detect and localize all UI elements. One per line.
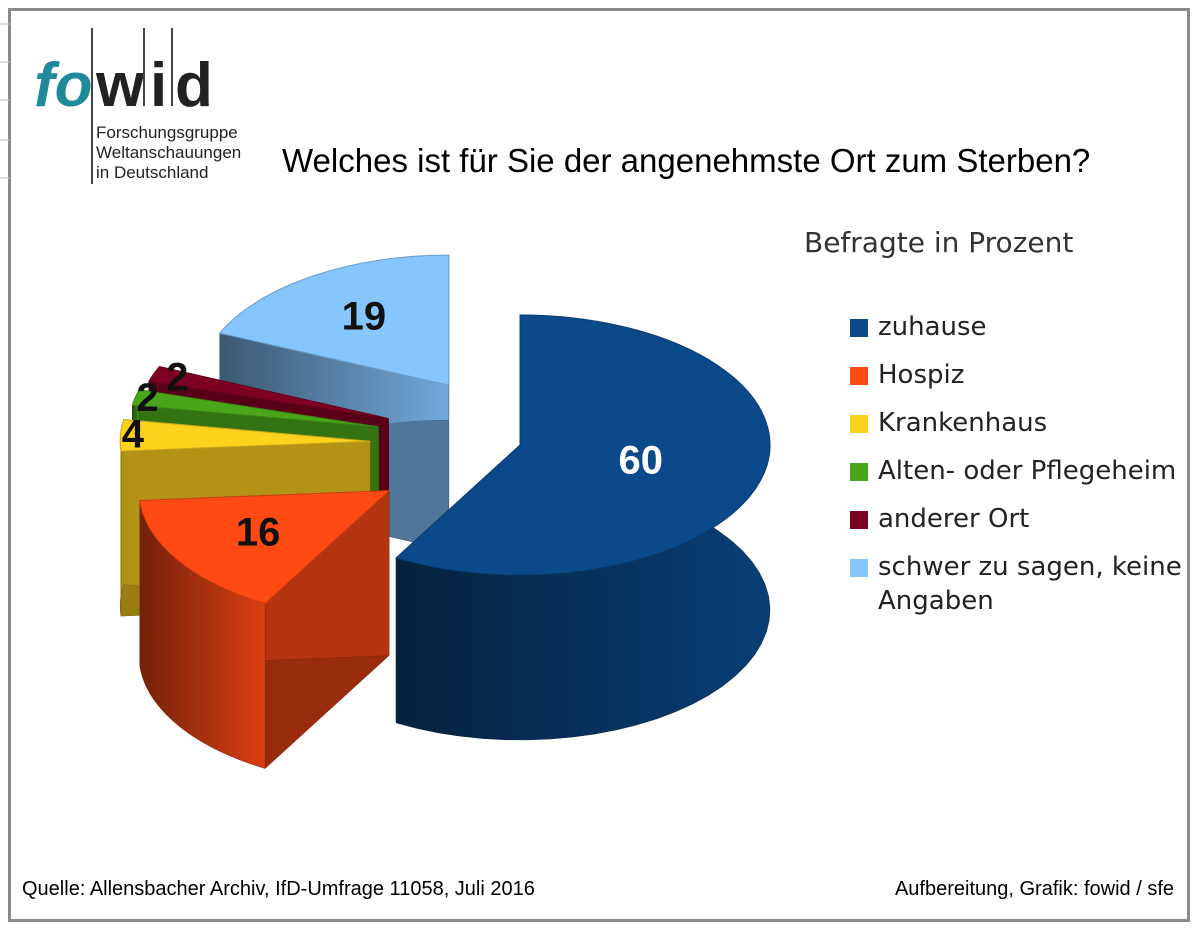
source-note: Quelle: Allensbacher Archiv, IfD-Umfrage… [22, 878, 535, 900]
legend-swatch-anderer [850, 511, 868, 529]
legend-label: zuhause [878, 312, 987, 342]
legend-item-anderer: anderer Ort [850, 502, 1190, 536]
legend-swatch-hospiz [850, 367, 868, 385]
logo-w: w [95, 51, 145, 120]
chart-subtitle: Befragte in Prozent [804, 226, 1074, 259]
logo-d: d [175, 51, 213, 120]
pie-slice-0 [395, 314, 771, 741]
chart-title: Welches ist für Sie der angenehmste Ort … [282, 142, 1091, 179]
legend-item-alten: Alten- oder Pflegeheim [850, 454, 1190, 488]
pie-slice-1 [139, 490, 391, 770]
pie-value-label-0: 60 [619, 439, 664, 483]
pie-value-label-4: 2 [166, 355, 188, 399]
logo-fo: fo [34, 51, 93, 120]
legend-label: anderer Ort [878, 504, 1030, 534]
pie-value-label-2: 4 [122, 413, 145, 457]
logo-line1: Forschungsgruppe [96, 123, 238, 142]
credit-note: Aufbereitung, Grafik: fowid / sfe [894, 878, 1174, 900]
pie-chart: 60 16 42 2 19 [119, 254, 771, 770]
legend-item-schwer: schwer zu sagen, keine Angaben [850, 550, 1190, 618]
legend-label: Hospiz [878, 360, 965, 390]
fowid-logo: fo w i d Forschungsgruppe Weltanschauung… [34, 28, 241, 184]
pie-value-label-3: 2 [136, 376, 158, 420]
legend-swatch-zuhause [850, 319, 868, 337]
logo-line3: in Deutschland [96, 163, 208, 182]
legend-swatch-krankenhaus [850, 415, 868, 433]
pie-value-label-1: 16 [236, 511, 281, 555]
pie-value-label-5: 19 [342, 295, 387, 339]
legend-swatch-alten [850, 463, 868, 481]
legend-label: Alten- oder Pflegeheim [878, 456, 1177, 486]
legend-item-zuhause: zuhause [850, 310, 1190, 344]
legend-label: Krankenhaus [878, 408, 1048, 438]
legend-swatch-schwer [850, 559, 868, 577]
spreadsheet-gridlines [0, 23, 10, 179]
legend-item-krankenhaus: Krankenhaus [850, 406, 1190, 440]
legend: zuhause Hospiz Krankenhaus Alten- oder P… [850, 310, 1190, 632]
legend-label: schwer zu sagen, keine Angaben [878, 552, 1182, 616]
logo-i: i [150, 51, 167, 120]
legend-item-hospiz: Hospiz [850, 358, 1190, 392]
logo-line2: Weltanschauungen [96, 143, 241, 162]
